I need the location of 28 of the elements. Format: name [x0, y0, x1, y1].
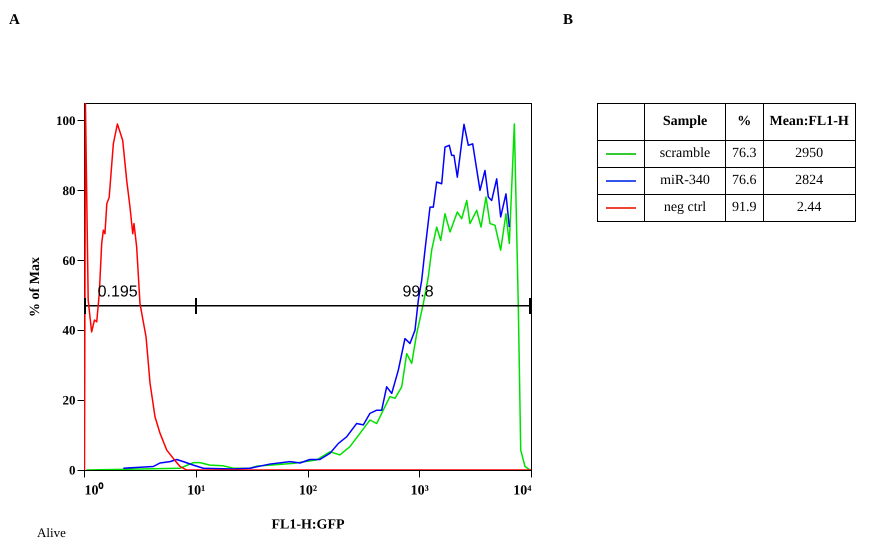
data-label: 76.3 [726, 140, 763, 168]
text: Sample [644, 104, 726, 140]
data-label: 2824 [763, 168, 856, 194]
chart-title: A [9, 12, 20, 29]
category-label: scramble [644, 140, 726, 168]
x-tick-label: 10³ [410, 484, 429, 498]
category-label: miR-340 [644, 168, 726, 194]
category-label: neg ctrl [644, 194, 726, 222]
x-tick-label: 10⁰ [84, 482, 104, 498]
data-label: 2.44 [763, 194, 856, 222]
y-tick-label: 0 [69, 462, 76, 478]
x-tick-label: 10² [298, 484, 318, 498]
text: Alive [37, 525, 66, 540]
data-label: 91.9 [726, 194, 763, 222]
text: % [726, 104, 763, 140]
x-tick-label: 10⁴ [513, 484, 532, 498]
x-axis-title: FL1-H:GFP [271, 518, 345, 532]
text: B [563, 12, 574, 29]
x-tick-label: 10¹ [187, 484, 206, 498]
y-tick-label: 80 [62, 182, 76, 198]
data-label: 2950 [763, 140, 856, 168]
y-tick-label: 40 [62, 322, 76, 338]
text: Mean:FL1-H [763, 104, 856, 140]
y-tick-label: 60 [62, 252, 76, 268]
data-label: 76.6 [726, 168, 763, 194]
y-tick-label: 20 [62, 392, 76, 408]
y-axis-title: % of Max [28, 257, 43, 317]
y-tick-label: 100 [56, 112, 76, 128]
